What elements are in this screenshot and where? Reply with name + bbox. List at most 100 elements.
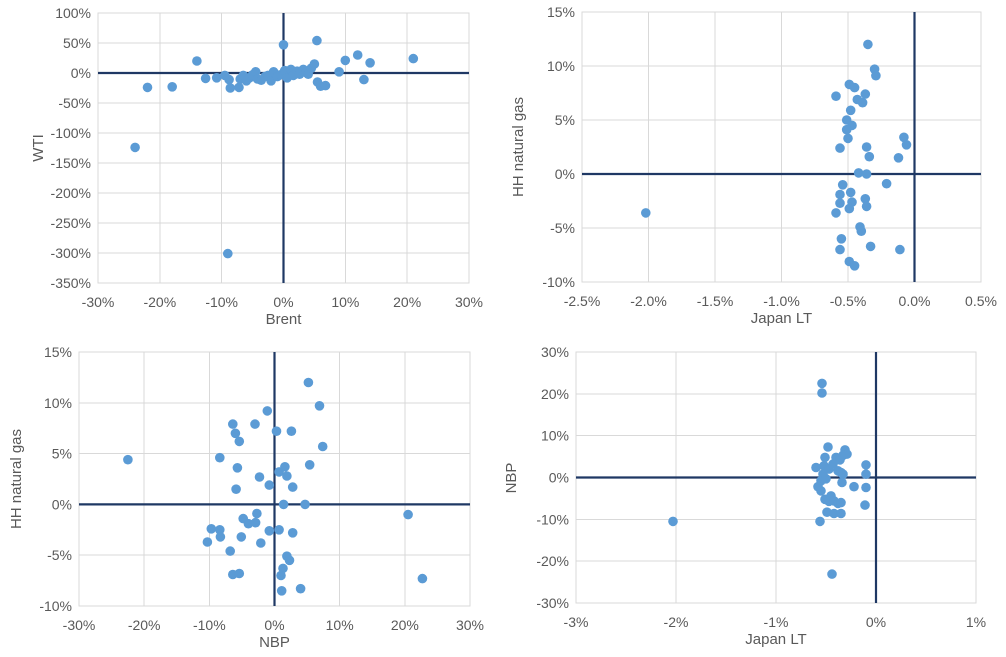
data-point: [192, 56, 202, 66]
data-point: [224, 74, 234, 85]
y-tick-label: -10%: [542, 274, 575, 290]
data-point: [232, 463, 243, 473]
x-tick-label: -1%: [764, 614, 789, 630]
data-point: [278, 499, 289, 510]
data-point: [861, 169, 872, 179]
y-tick-label: 0%: [549, 470, 569, 486]
data-point: [314, 401, 325, 411]
data-point: [282, 471, 292, 481]
data-point: [340, 55, 351, 66]
data-point: [334, 67, 344, 77]
x-tick-label: 0.5%: [965, 293, 997, 309]
data-point: [123, 454, 133, 465]
data-point: [860, 500, 870, 510]
data-point: [284, 555, 295, 566]
data-point: [309, 59, 320, 69]
data-point: [838, 469, 848, 479]
scatter-plot-hhgas-japanlt: -2.5% -2.0% -1.5% -1.0% -0.5% 0.0% 0.5% 15% 10% 5…: [542, 4, 997, 309]
data-point: [234, 568, 245, 579]
y-tick-label: 15%: [44, 344, 72, 360]
y-tick-label: 10%: [547, 58, 575, 74]
x-axis-title: Japan LT: [750, 310, 813, 327]
data-point: [276, 570, 286, 581]
chart-nbp-vs-japan-lt: -3% -2% -1% 0% 1% 30% 20% 10% 0% -10% -20% -30% NBP…: [503, 330, 1006, 657]
data-point: [861, 460, 871, 470]
data-point: [863, 39, 873, 50]
data-point: [276, 586, 287, 596]
data-point: [236, 532, 247, 542]
data-point: [254, 472, 265, 482]
data-point: [274, 525, 284, 535]
data-point: [300, 499, 310, 510]
x-tick-label: -0.5%: [830, 293, 867, 309]
data-point: [829, 508, 839, 519]
data-point: [286, 426, 297, 436]
data-point: [202, 537, 213, 547]
data-point: [264, 480, 275, 490]
data-point: [231, 484, 241, 494]
y-axis-title: HH natural gas: [510, 96, 527, 198]
data-point: [206, 524, 217, 534]
data-point: [893, 153, 904, 163]
x-tick-label: -10%: [193, 617, 226, 633]
data-point: [835, 244, 845, 255]
data-point: [211, 73, 222, 83]
data-point: [225, 546, 235, 556]
y-tick-label: -5%: [47, 547, 72, 563]
data-point: [849, 82, 860, 93]
scatter-plot-nbp-japanlt: -3% -2% -1% 0% 1% 30% 20% 10% 0% -10% -20% -30%: [536, 344, 986, 630]
x-axis-title: Brent: [265, 311, 302, 328]
data-point: [837, 180, 848, 190]
data-point: [223, 248, 233, 259]
y-tick-label: -50%: [58, 95, 91, 111]
y-tick-label: -350%: [51, 275, 91, 291]
data-point: [827, 569, 837, 579]
data-point: [857, 97, 868, 108]
data-point: [252, 508, 262, 519]
data-point: [864, 151, 875, 162]
data-point: [215, 532, 226, 542]
data-point: [320, 80, 331, 91]
data-point: [130, 142, 140, 153]
data-point: [836, 508, 846, 519]
data-point: [811, 462, 821, 473]
x-tick-label: -10%: [205, 294, 238, 310]
data-point: [408, 53, 419, 64]
x-tick-label: 30%: [455, 294, 483, 310]
chart-wti-vs-brent: -30% -20% -10% 0% 10% 20% 30% 100% 50% 0% -50% -100…: [0, 0, 503, 330]
x-tick-label: 0.0%: [899, 293, 931, 309]
y-tick-label: -5%: [550, 220, 575, 236]
data-point: [668, 516, 678, 527]
data-point: [849, 261, 860, 271]
data-point: [817, 378, 827, 389]
data-point: [167, 82, 177, 92]
x-tick-label: 20%: [393, 294, 421, 310]
data-point: [215, 525, 225, 535]
y-tick-label: -250%: [51, 215, 91, 231]
y-tick-label: 0%: [71, 65, 91, 81]
data-point: [836, 497, 846, 508]
data-point: [262, 406, 273, 416]
data-point: [817, 388, 827, 398]
data-point: [403, 509, 413, 520]
data-point: [861, 201, 872, 212]
y-tick-label: 10%: [44, 395, 72, 411]
data-point: [856, 226, 867, 236]
data-point: [820, 452, 830, 463]
x-tick-label: 0%: [264, 617, 284, 633]
data-point: [287, 528, 298, 538]
data-point: [837, 477, 847, 488]
x-tick-label: 10%: [326, 617, 354, 633]
x-tick-label: -30%: [82, 294, 115, 310]
x-tick-label: -20%: [143, 294, 176, 310]
data-point: [815, 516, 825, 527]
plot-border: [581, 11, 982, 283]
data-point: [215, 452, 225, 463]
data-point: [271, 426, 282, 436]
data-point: [264, 526, 275, 536]
data-point: [871, 70, 881, 81]
data-point: [836, 234, 847, 244]
data-point: [304, 460, 315, 470]
data-point: [243, 518, 254, 529]
